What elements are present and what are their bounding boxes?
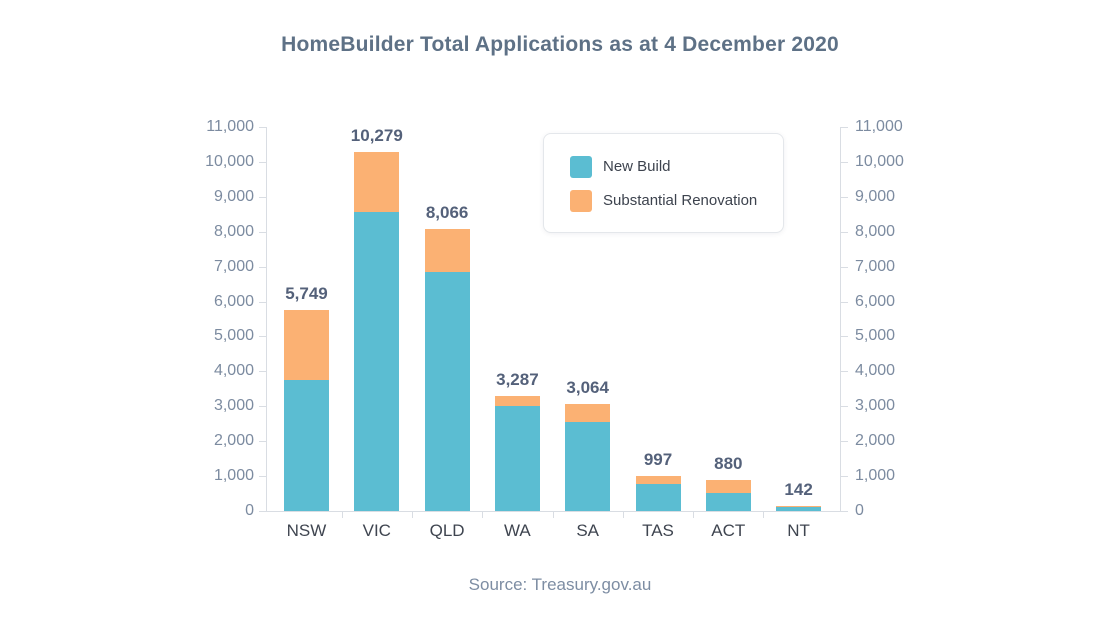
- x-axis-label-wa: WA: [504, 521, 531, 540]
- y-axis-label-right: 11,000: [855, 118, 903, 135]
- y-axis-left-line: [266, 127, 267, 511]
- bar-segment-substantial-renovation-nsw: [284, 310, 329, 381]
- y-axis-label-left: 1,000: [213, 467, 254, 485]
- x-tick: [552, 512, 554, 518]
- y-tick-right: [841, 231, 848, 233]
- x-axis-label-tas: TAS: [642, 521, 674, 540]
- bar-total-label-tas: 997: [643, 450, 673, 470]
- y-tick-left: [259, 266, 266, 268]
- y-tick-right: [841, 406, 848, 408]
- y-axis-label-right: 7,000: [855, 257, 896, 275]
- y-axis-right-line: [840, 127, 841, 511]
- y-axis-label-right: 9,000: [855, 187, 896, 205]
- y-tick-right: [841, 476, 848, 478]
- y-axis-label-right: 2,000: [855, 432, 896, 450]
- bar-segment-new-build-nsw: [284, 380, 329, 511]
- source-note: Source: Treasury.gov.au: [468, 575, 652, 594]
- y-tick-right: [841, 441, 848, 443]
- y-tick-right: [841, 301, 848, 303]
- y-axis-label-right: 1,000: [855, 467, 896, 485]
- bar-segment-substantial-renovation-nt: [776, 506, 822, 508]
- bar-segment-substantial-renovation-sa: [565, 404, 611, 422]
- y-axis-label-left: 8,000: [213, 222, 254, 240]
- x-tick: [693, 512, 695, 518]
- y-tick-left: [259, 406, 266, 408]
- x-tick: [763, 512, 765, 518]
- y-axis-label-left: 10,000: [205, 152, 254, 170]
- y-tick-left: [259, 301, 266, 303]
- y-tick-left: [259, 476, 266, 478]
- y-tick-right: [841, 161, 848, 163]
- x-tick: [341, 512, 343, 518]
- legend-swatch-new-build-icon: [570, 156, 592, 178]
- y-axis-label-left: 6,000: [213, 292, 254, 310]
- y-axis-label-left: 5,000: [213, 327, 254, 345]
- y-axis-label-left: 11,000: [206, 118, 254, 135]
- y-tick-right: [841, 196, 848, 198]
- x-tick: [482, 512, 484, 518]
- bar-total-label-sa: 3,064: [566, 378, 609, 398]
- y-tick-right: [841, 127, 848, 128]
- bar-total-label-nsw: 5,749: [285, 284, 328, 304]
- bar-total-label-qld: 8,066: [425, 203, 469, 223]
- x-axis-label-sa: SA: [576, 521, 600, 540]
- y-axis-label-right: 6,000: [855, 292, 896, 310]
- x-tick: [411, 512, 413, 518]
- y-tick-left: [259, 231, 266, 233]
- x-axis-label-qld: QLD: [429, 521, 465, 540]
- y-tick-left: [259, 196, 266, 198]
- x-axis-label-nt: NT: [787, 521, 810, 540]
- bar-segment-substantial-renovation-tas: [635, 476, 681, 485]
- y-axis-label-right: 8,000: [855, 222, 896, 240]
- y-tick-left: [259, 371, 266, 373]
- y-axis-label-left: 0: [245, 502, 254, 519]
- y-axis-label-right: 0: [855, 502, 864, 519]
- bar-segment-substantial-renovation-vic: [354, 152, 400, 213]
- y-tick-left: [259, 336, 266, 338]
- bar-segment-new-build-sa: [565, 421, 611, 511]
- bar-total-label-wa: 3,287: [496, 370, 539, 390]
- bar-segment-substantial-renovation-act: [705, 480, 751, 493]
- x-axis-label-nsw: NSW: [286, 521, 327, 540]
- bar-segment-new-build-act: [705, 492, 751, 511]
- legend-swatch-substantial-renovation-icon: [570, 190, 592, 212]
- bar-total-label-vic: 10,279: [350, 126, 403, 146]
- y-tick-left: [259, 441, 266, 443]
- chart-title: HomeBuilder Total Applications as at 4 D…: [281, 33, 839, 56]
- bar-segment-substantial-renovation-wa: [494, 396, 540, 406]
- y-axis-label-right: 3,000: [855, 397, 896, 415]
- bar-segment-new-build-nt: [776, 507, 822, 511]
- x-axis-label-vic: VIC: [362, 521, 391, 540]
- bar-segment-substantial-renovation-qld: [424, 229, 470, 272]
- x-tick: [622, 512, 624, 518]
- bar-segment-new-build-qld: [424, 271, 470, 511]
- y-tick-right: [841, 336, 848, 338]
- y-tick-right: [841, 266, 848, 268]
- legend-label-new-build: New Build: [603, 158, 671, 175]
- legend-label-substantial-renovation: Substantial Renovation: [603, 192, 758, 209]
- bar-total-label-nt: 142: [784, 480, 813, 500]
- y-axis-label-left: 7,000: [213, 257, 254, 275]
- bar-total-label-act: 880: [714, 454, 743, 474]
- y-axis-label-left: 2,000: [213, 432, 254, 450]
- y-axis-label-right: 10,000: [855, 152, 904, 170]
- bar-segment-new-build-vic: [354, 212, 400, 511]
- y-tick-left: [259, 161, 266, 163]
- y-axis-label-left: 4,000: [213, 362, 254, 380]
- legend: New Build Substantial Renovation: [543, 133, 784, 233]
- y-tick-left: [259, 127, 266, 128]
- y-axis-label-right: 5,000: [855, 327, 896, 345]
- x-axis-line: [266, 511, 841, 512]
- y-tick-right: [841, 371, 848, 373]
- y-axis-label-left: 9,000: [213, 187, 254, 205]
- bar-segment-new-build-tas: [635, 484, 681, 511]
- bar-segment-new-build-wa: [494, 405, 540, 511]
- y-axis-label-right: 4,000: [855, 362, 896, 380]
- y-tick-right: [841, 511, 848, 512]
- x-axis-label-act: ACT: [711, 521, 746, 540]
- y-tick-left: [259, 511, 266, 512]
- y-axis-label-left: 3,000: [213, 397, 254, 415]
